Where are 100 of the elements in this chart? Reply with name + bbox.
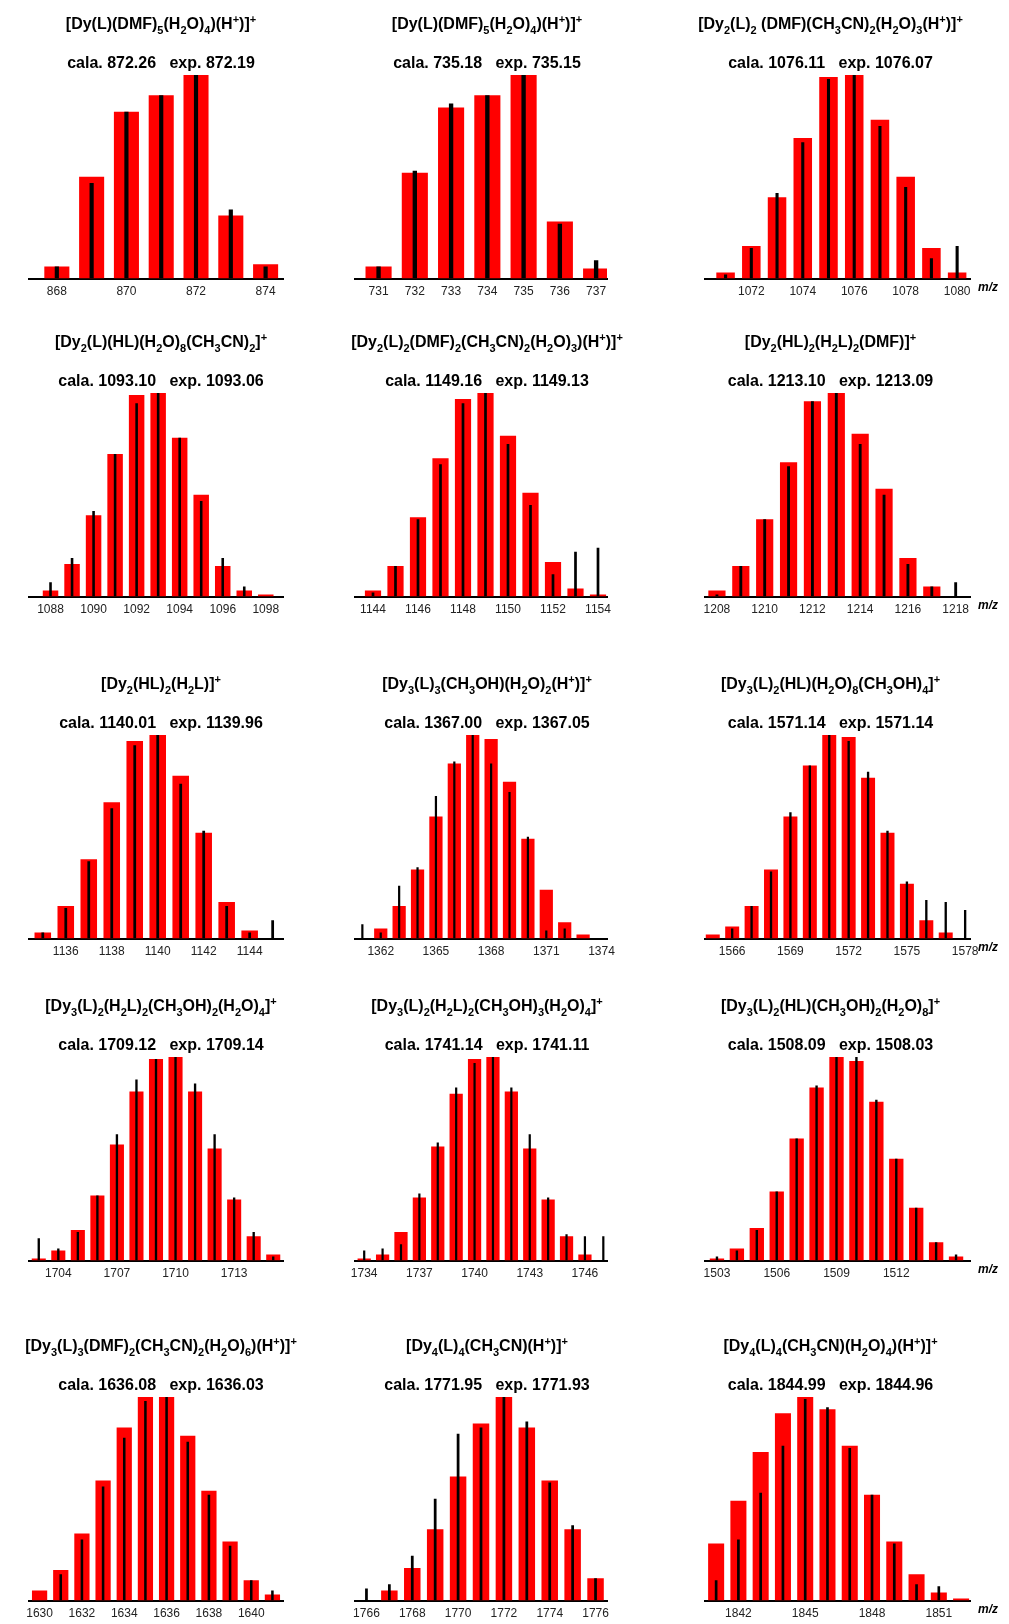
x-tick-label: 1094 (166, 601, 194, 616)
x-tick-label: 1572 (835, 943, 863, 958)
x-tick-label: 1766 (353, 1605, 381, 1620)
chart-subtitle: cala. 1508.09 exp. 1508.03 (726, 1034, 935, 1055)
chart-title: [Dy$_{2}$(L)$_{2}$ (DMF)(CH$_{3}$CN)$_{2}$(H$_{2}$O)$_{3}$(H$^{+}$)]$^{+}$ (698, 13, 963, 36)
x-tick-label: 1098 (252, 601, 280, 616)
x-tick-label: 1078 (892, 283, 920, 298)
x-tick-label: 1210 (751, 601, 779, 616)
chart-subtitle: cala. 1636.08 exp. 1636.03 (57, 1374, 265, 1395)
x-tick-label: 1216 (894, 601, 922, 616)
x-tick-label: 1704 (44, 1265, 72, 1280)
x-tick-label: 1365 (422, 943, 450, 958)
chart-title: [Dy$_{3}$(L)$_{2}$(HL)(H$_{2}$O)$_{8}$(CH$_{3}$OH)$_{4}$]$^{+}$ (720, 673, 941, 696)
x-tick-label: 731 (368, 283, 389, 298)
x-tick-label: 735 (513, 283, 534, 298)
x-tick-label: 1636 (153, 1605, 181, 1620)
chart-subtitle: cala. 1571.14 exp. 1571.14 (726, 712, 935, 733)
bar (708, 1543, 725, 1601)
chart-subtitle: cala. 1149.16 exp. 1149.13 (384, 370, 590, 391)
chart-title: [Dy$_{2}$(L)$_{2}$(DMF)$_{2}$(CH$_{3}$CN)$_{2}$(H$_{2}$O)$_{3}$)(H$^{+}$)]$^{+}$ (351, 331, 623, 354)
x-tick-label: 1774 (536, 1605, 564, 1620)
x-tick-label: 1154 (585, 601, 612, 616)
chart-subtitle: cala. 872.26 exp. 872.19 (66, 52, 256, 73)
x-tick-label: 1503 (703, 1265, 731, 1280)
chart-title: [Dy$_{4}$(L)$_{4}$(CH$_{3}$CN)(H$_{2}$O)$_{4}$)(H$^{+}$)]$^{+}$ (723, 1335, 938, 1358)
x-tick-label: 733 (441, 283, 462, 298)
x-tick-label: 1076 (840, 283, 868, 298)
chart-subtitle: cala. 1140.01 exp. 1139.96 (58, 712, 264, 733)
chart-subtitle: cala. 1741.14 exp. 1741.11 (383, 1034, 591, 1055)
x-tick-label: 1146 (405, 601, 432, 616)
x-tick-label: 1090 (80, 601, 108, 616)
x-tick-label: 1212 (799, 601, 827, 616)
x-tick-label: 1630 (26, 1605, 54, 1620)
x-tick-label: 1144 (236, 943, 263, 958)
x-tick-label: 1575 (893, 943, 921, 958)
x-tick-label: 1140 (144, 943, 171, 958)
x-tick-label: 1092 (123, 601, 151, 616)
x-tick-label: 1096 (209, 601, 237, 616)
x-tick-label: 1768 (398, 1605, 426, 1620)
x-tick-label: 1374 (588, 943, 616, 958)
bar (716, 272, 735, 279)
x-axis-title: m/z (978, 1261, 999, 1276)
chart-subtitle: cala. 1844.99 exp. 1844.96 (726, 1374, 935, 1395)
chart-title: [Dy$_{2}$(L)(HL)(H$_{2}$O)$_{8}$(CH$_{3}$CN)$_{2}$]$^{+}$ (54, 331, 268, 354)
x-tick-label: 1737 (406, 1265, 434, 1280)
x-tick-label: 1566 (718, 943, 746, 958)
x-tick-label: 1743 (516, 1265, 544, 1280)
bar (774, 1412, 791, 1601)
x-tick-label: 732 (404, 283, 426, 298)
bar (266, 1254, 281, 1261)
chart-subtitle: cala. 1213.10 exp. 1213.09 (726, 370, 935, 391)
bar (558, 921, 572, 939)
chart-title: [Dy$_{2}$(HL)$_{2}$(H$_{2}$L)$_{2}$(DMF)]$^{+}$ (744, 331, 917, 354)
x-tick-label: 737 (586, 283, 607, 298)
x-tick-label: 1842 (725, 1605, 753, 1620)
x-tick-label: 1072 (737, 283, 765, 298)
chart-subtitle: cala. 1771.95 exp. 1771.93 (383, 1374, 591, 1395)
x-tick-label: 1142 (190, 943, 217, 958)
x-tick-label: 1362 (367, 943, 395, 958)
chart-title: [Dy(L)(DMF)$_{5}$(H$_{2}$O)$_{4}$)(H$^{+}$)]$^{+}$ (65, 13, 257, 36)
x-tick-label: 1150 (495, 601, 522, 616)
x-tick-label: 1734 (350, 1265, 378, 1280)
x-tick-label: 736 (549, 283, 571, 298)
x-tick-label: 1634 (110, 1605, 138, 1620)
x-tick-label: 1746 (571, 1265, 599, 1280)
x-tick-label: 1713 (220, 1265, 248, 1280)
chart-title: [Dy$_{3}$(L)$_{3}$(DMF)$_{2}$(CH$_{3}$CN)$_{2}$(H$_{2}$O)$_{6}$)(H$^{+}$)]$^{+}$ (25, 1335, 297, 1358)
x-tick-label: 1138 (98, 943, 125, 958)
x-tick-label: 1772 (490, 1605, 518, 1620)
x-tick-label: 1512 (882, 1265, 910, 1280)
x-tick-label: 1074 (789, 283, 817, 298)
chart-title: [Dy(L)(DMF)$_{5}$(H$_{2}$O)$_{4}$)(H$^{+}$)]$^{+}$ (391, 13, 583, 36)
x-axis-title: m/z (978, 279, 999, 294)
bar (31, 1589, 48, 1601)
x-axis-title: m/z (978, 939, 999, 954)
x-tick-label: 1506 (763, 1265, 791, 1280)
x-tick-label: 1776 (582, 1605, 610, 1620)
x-tick-label: 1152 (540, 601, 567, 616)
x-tick-label: 1578 (951, 943, 979, 958)
x-tick-label: 1080 (943, 283, 971, 298)
x-tick-label: 1509 (823, 1265, 851, 1280)
x-tick-label: 868 (46, 283, 68, 298)
x-tick-label: 872 (186, 283, 207, 298)
bar (394, 1231, 408, 1261)
x-tick-label: 1144 (360, 601, 387, 616)
x-tick-label: 1707 (103, 1265, 131, 1280)
chart-subtitle: cala. 1709.12 exp. 1709.14 (57, 1034, 265, 1055)
x-tick-label: 870 (116, 283, 137, 298)
x-tick-label: 1740 (461, 1265, 489, 1280)
bar (708, 590, 726, 597)
chart-title: [Dy$_{4}$(L)$_{4}$(CH$_{3}$CN)(H$^{+}$)]$^{+}$ (406, 1335, 568, 1358)
chart-title: [Dy$_{3}$(L)$_{2}$(HL)(CH$_{3}$OH)$_{2}$(H$_{2}$O)$_{8}$]$^{+}$ (720, 995, 941, 1018)
x-tick-label: 1770 (444, 1605, 472, 1620)
x-tick-label: 1136 (52, 943, 79, 958)
x-tick-label: 1218 (942, 601, 970, 616)
x-tick-label: 1569 (777, 943, 805, 958)
chart-title: [Dy$_{3}$(L)$_{2}$(H$_{2}$L)$_{2}$(CH$_{3}$OH)$_{3}$(H$_{2}$O)$_{4}$]$^{+}$ (371, 995, 603, 1018)
x-tick-label: 1851 (925, 1605, 953, 1620)
x-tick-label: 1148 (450, 601, 477, 616)
x-tick-label: 1214 (846, 601, 874, 616)
